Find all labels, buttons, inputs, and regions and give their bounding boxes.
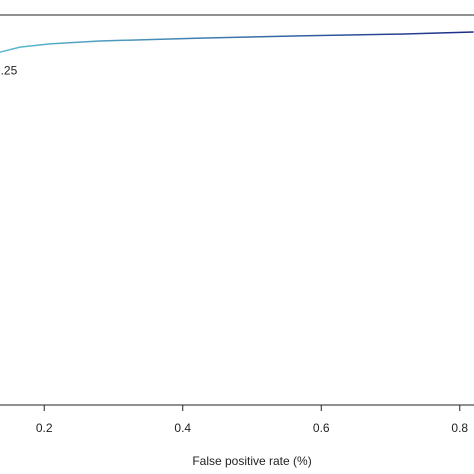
x-axis-title: False positive rate (%): [192, 454, 311, 468]
plot-frame: [0, 14, 474, 406]
annotation: 0.25: [0, 63, 18, 77]
x-tick-label: 0.8: [451, 421, 468, 435]
roc-curve: [0, 31, 474, 53]
x-tick-label: 0.6: [313, 421, 330, 435]
x-tick-label: 0.4: [174, 421, 191, 435]
x-tick-label: 0.2: [36, 421, 53, 435]
